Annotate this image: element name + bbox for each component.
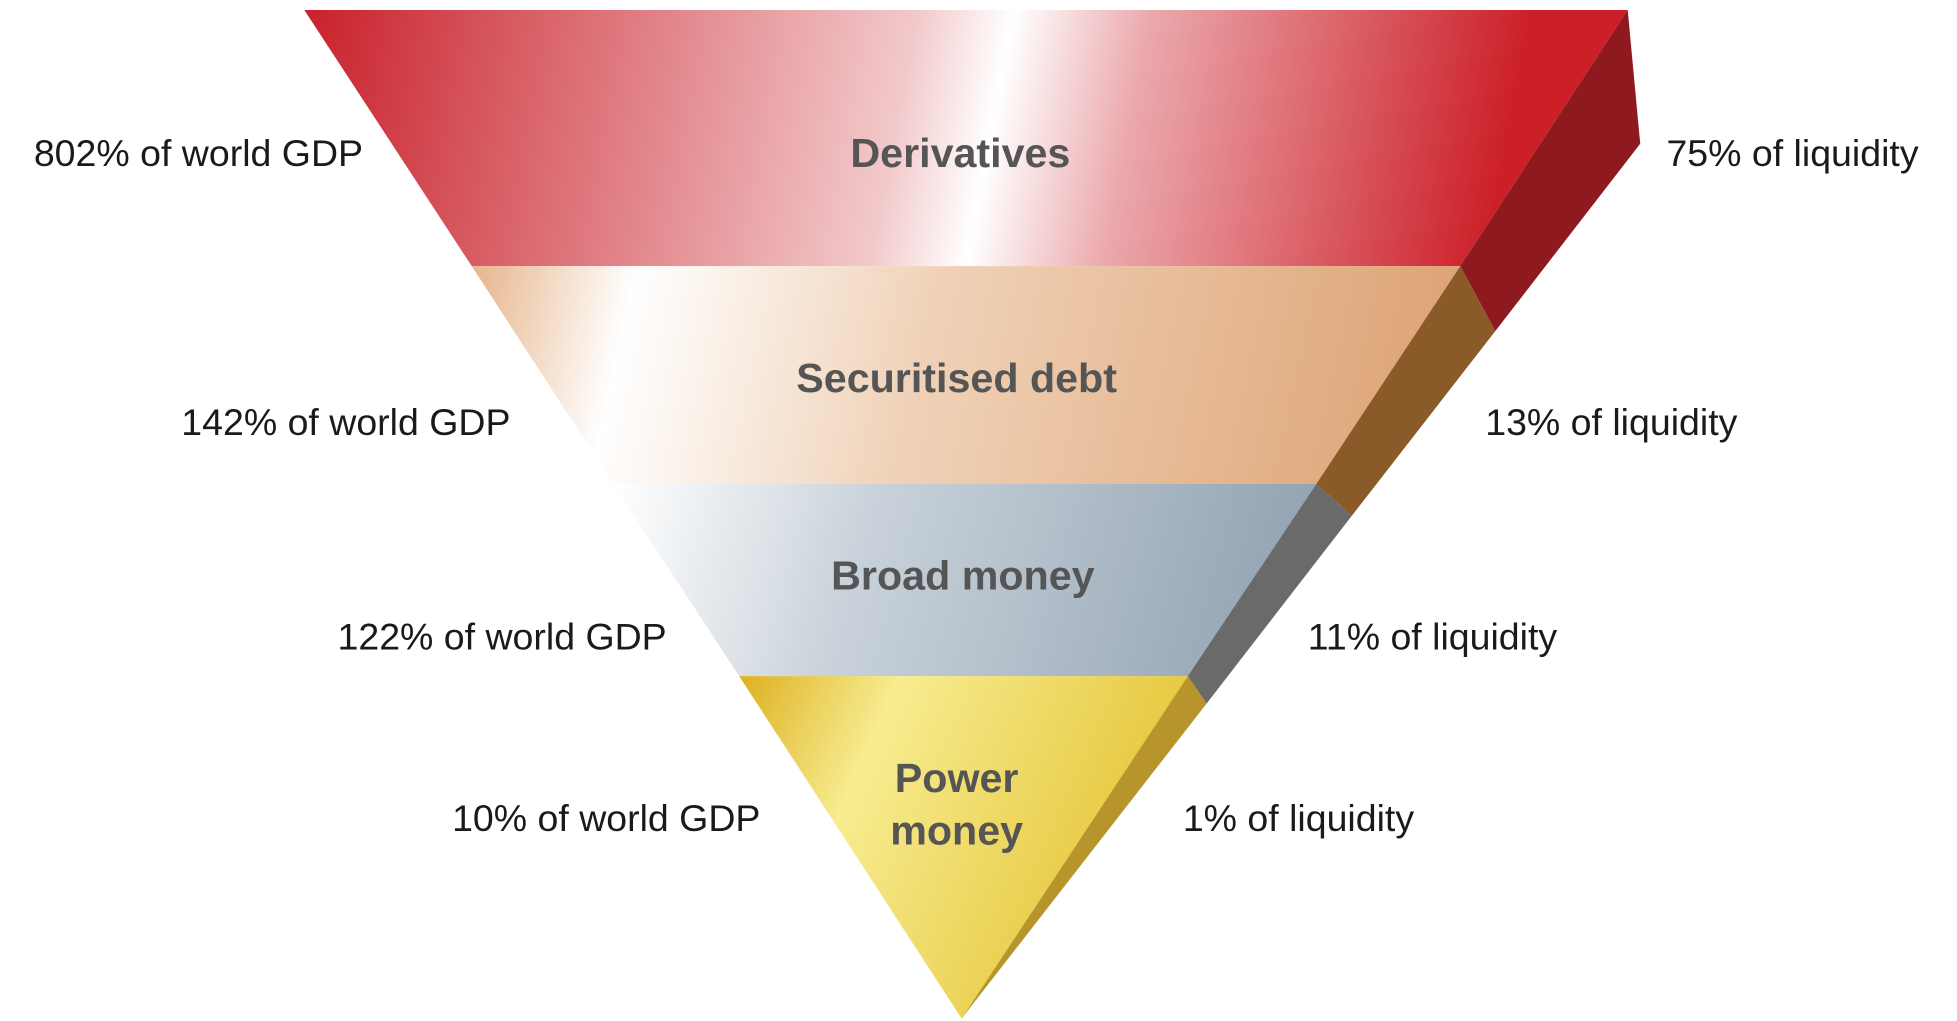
layer-name: Power [895,755,1019,801]
front-face [304,9,1628,1019]
left-label: 10% of world GDP [452,797,760,839]
layer-name: money [890,807,1023,853]
left-label: 122% of world GDP [338,616,667,658]
layer-broad [612,483,1317,677]
left-label: 142% of world GDP [181,401,510,443]
side-face [961,9,1641,1019]
labels: 802% of world GDP 75% of liquidity Derivat… [34,130,1919,853]
right-label: 13% of liquidity [1485,401,1737,443]
right-label: 1% of liquidity [1183,797,1415,839]
side-power [961,676,1207,1019]
left-label: 802% of world GDP [34,132,363,174]
layer-securitised [471,266,1461,484]
right-label: 75% of liquidity [1666,132,1918,174]
layer-power [739,676,1188,1019]
layer-derivatives [304,9,1628,267]
side-derivatives [1460,9,1641,332]
side-securitised [1316,266,1496,517]
side-broad [1187,483,1352,704]
layer-name: Securitised debt [796,355,1117,401]
right-label: 11% of liquidity [1308,616,1558,658]
layer-name: Broad money [831,552,1094,598]
layer-name: Derivatives [850,130,1070,176]
